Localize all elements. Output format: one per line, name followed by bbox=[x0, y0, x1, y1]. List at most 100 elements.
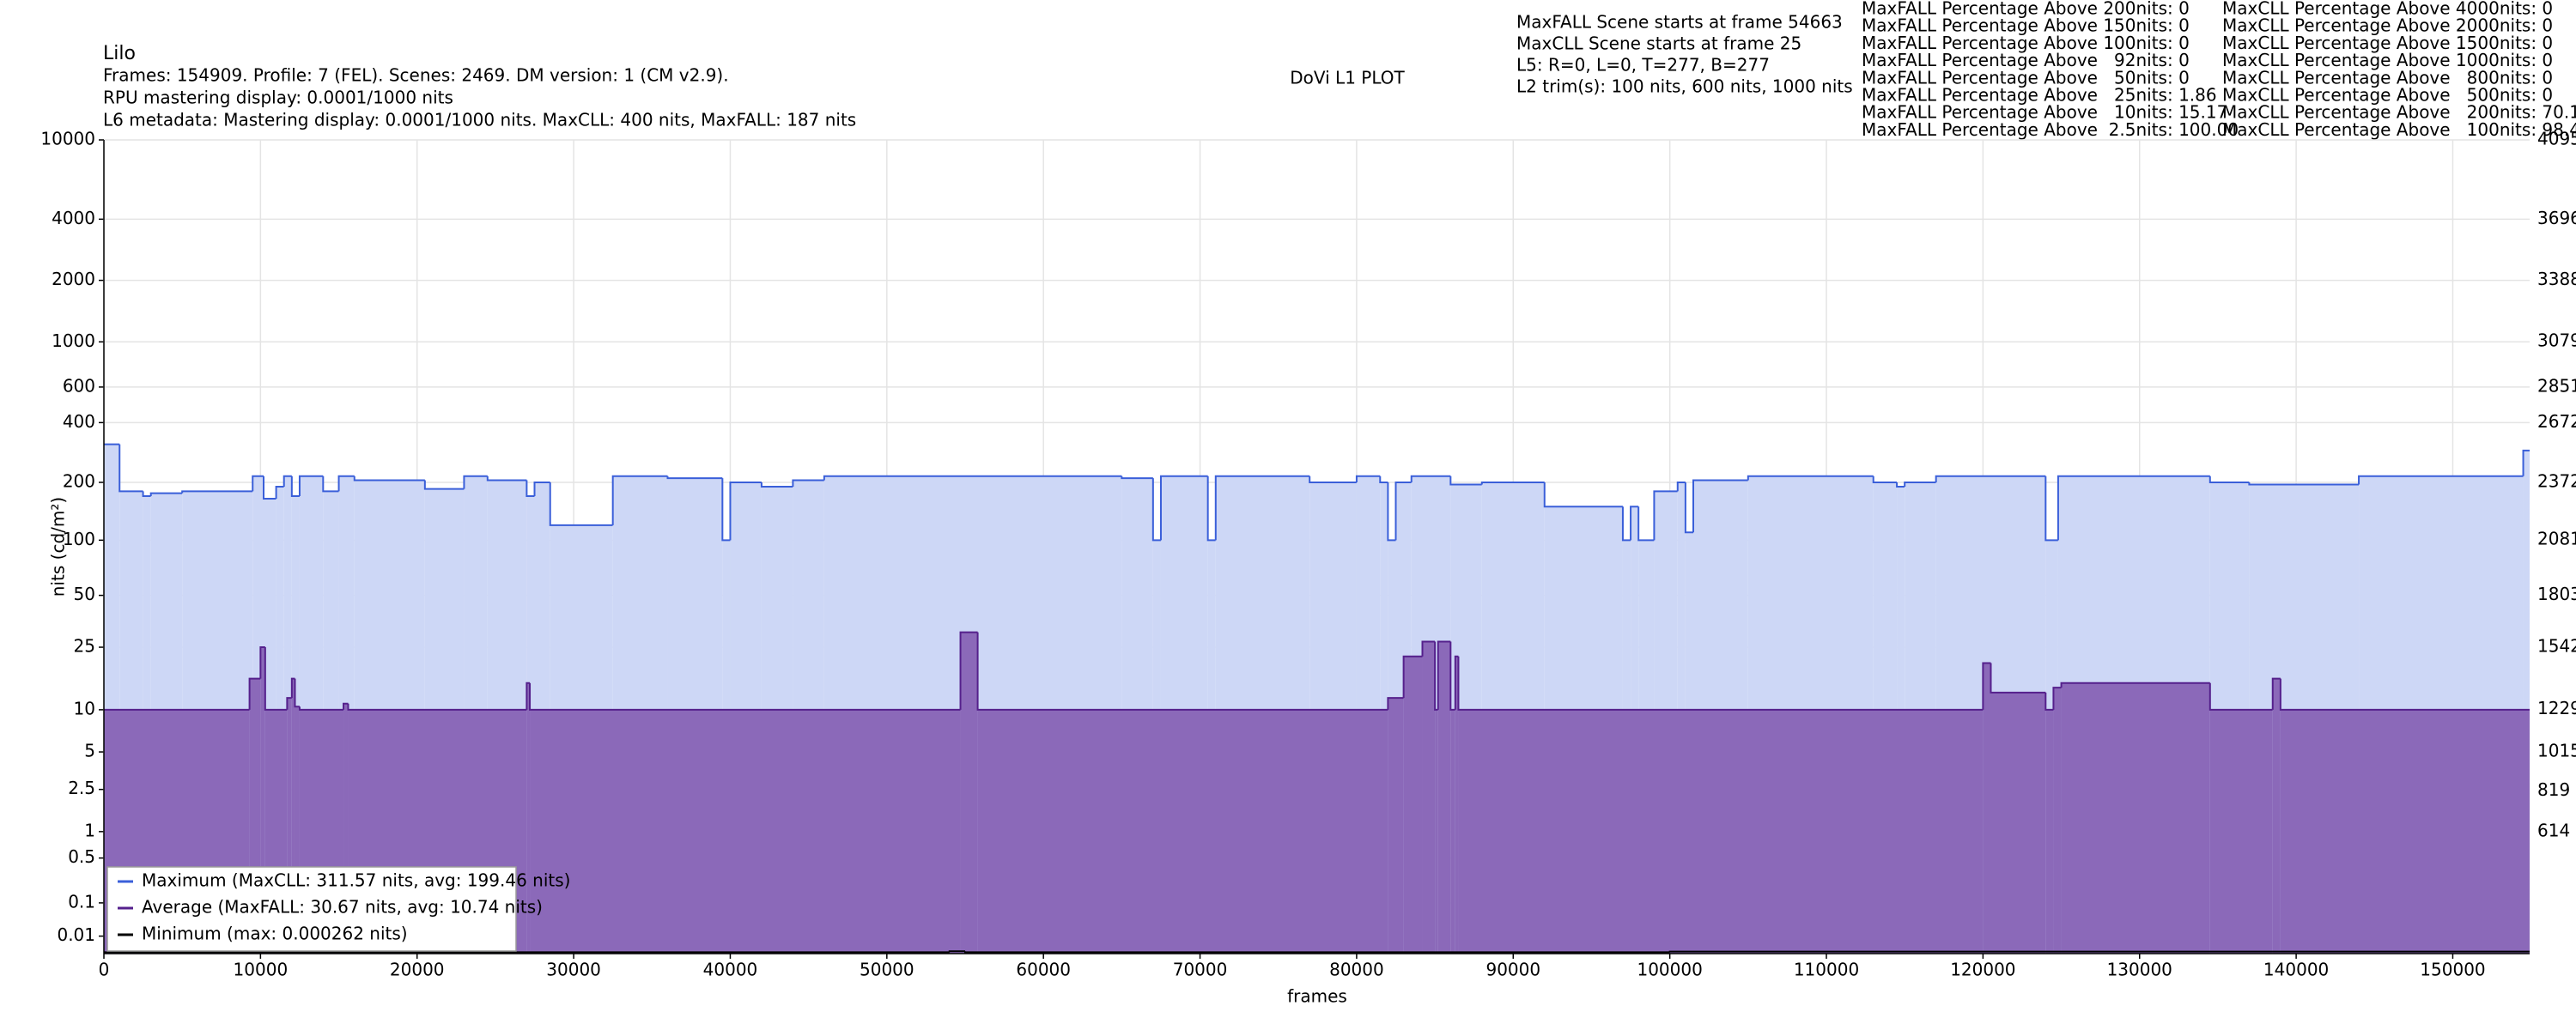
header-line: RPU mastering display: 0.0001/1000 nits bbox=[103, 88, 453, 108]
area-segment bbox=[2272, 678, 2281, 954]
maxcll-stat: MaxCLL Percentage Above 1000nits: 0 bbox=[2222, 50, 2553, 70]
y2-tick-label: 3696 bbox=[2537, 208, 2576, 228]
maxfall-stat: MaxFALL Percentage Above 10nits: 15.17 bbox=[1862, 102, 2227, 123]
y2-tick-label: 819 bbox=[2537, 779, 2570, 800]
y-tick-label: 50 bbox=[74, 584, 95, 604]
y2-tick-label: 2081 bbox=[2537, 529, 2576, 549]
area-segment bbox=[2523, 450, 2530, 954]
line-segment bbox=[760, 482, 793, 488]
y2-tick-label: 2672 bbox=[2537, 411, 2576, 432]
line-segment bbox=[1990, 663, 2046, 694]
line-segment bbox=[486, 476, 527, 482]
y-tick-label: 0.1 bbox=[68, 891, 95, 912]
area-segment bbox=[1458, 709, 1984, 954]
line-segment bbox=[337, 475, 355, 492]
x-axis-label: frames bbox=[1287, 986, 1347, 1007]
y2-tick-label: 1229 bbox=[2537, 698, 2576, 718]
line-segment bbox=[1637, 506, 1655, 542]
line-segment bbox=[298, 706, 344, 711]
x-tick-label: 150000 bbox=[2420, 960, 2485, 980]
line-segment bbox=[2057, 475, 2210, 541]
y-tick-label: 600 bbox=[63, 375, 95, 396]
line-segment bbox=[2279, 678, 2530, 711]
area-segment bbox=[1422, 641, 1436, 954]
line-segment bbox=[976, 632, 1388, 711]
x-tick-label: 130000 bbox=[2107, 960, 2172, 980]
y-tick-label: 10 bbox=[74, 698, 95, 718]
line-segment bbox=[2271, 677, 2281, 710]
y2-tick-label: 4095 bbox=[2537, 129, 2576, 149]
maxcll-stat: MaxCLL Percentage Above 800nits: 0 bbox=[2222, 67, 2553, 88]
area-segment bbox=[960, 632, 978, 954]
y-tick-label: 4000 bbox=[52, 208, 95, 228]
line-segment bbox=[322, 476, 339, 493]
area-segment bbox=[1990, 692, 2046, 954]
y2-tick-label: 614 bbox=[2537, 820, 2570, 840]
line-segment bbox=[2248, 482, 2360, 486]
y2-tick-label: 2851 bbox=[2537, 375, 2576, 396]
y-tick-label: 2000 bbox=[52, 269, 95, 289]
line-segment bbox=[1935, 475, 2046, 482]
line-segment bbox=[792, 479, 824, 488]
info-line: MaxFALL Scene starts at frame 54663 bbox=[1516, 12, 1843, 33]
header-line: Frames: 154909. Profile: 7 (FEL). Scenes… bbox=[103, 65, 729, 86]
line-segment bbox=[666, 476, 723, 480]
line-segment bbox=[1421, 640, 1436, 657]
line-segment bbox=[1151, 478, 1161, 542]
y-tick-label: 5 bbox=[84, 741, 95, 761]
line-segment bbox=[549, 482, 613, 526]
y-tick-label: 400 bbox=[63, 411, 95, 432]
line-segment bbox=[290, 476, 300, 498]
y-tick-label: 1000 bbox=[52, 330, 95, 351]
header-line: L6 metadata: Mastering display: 0.0001/1… bbox=[103, 110, 856, 130]
area-segment bbox=[2053, 688, 2062, 954]
line-segment bbox=[1982, 662, 1991, 710]
x-tick-label: 80000 bbox=[1329, 960, 1384, 980]
chart-title: DoVi L1 PLOT bbox=[1290, 68, 1405, 88]
area-segment bbox=[1455, 656, 1459, 954]
maxcll-stat: MaxCLL Percentage Above 100nits: 98.42 bbox=[2222, 119, 2576, 140]
y-tick-label: 100 bbox=[63, 529, 95, 549]
area-segment bbox=[2280, 709, 2530, 954]
line-segment bbox=[347, 703, 527, 711]
maxfall-stat: MaxFALL Percentage Above 92nits: 0 bbox=[1862, 50, 2190, 70]
line-segment bbox=[1543, 482, 1623, 508]
y2-tick-label: 2372 bbox=[2537, 470, 2576, 491]
line-segment bbox=[529, 682, 961, 711]
x-tick-label: 30000 bbox=[546, 960, 601, 980]
y2-tick-label: 1015 bbox=[2537, 741, 2576, 761]
line-segment bbox=[526, 480, 535, 498]
line-segment bbox=[275, 486, 284, 499]
y-tick-label: 25 bbox=[74, 636, 95, 657]
maxcll-stat: MaxCLL Percentage Above 4000nits: 0 bbox=[2222, 0, 2553, 19]
line-segment bbox=[248, 677, 261, 710]
line-segment bbox=[1457, 656, 1984, 711]
line-segment bbox=[1437, 640, 1451, 710]
line-segment bbox=[2358, 475, 2524, 485]
line-segment bbox=[353, 476, 425, 482]
x-tick-label: 20000 bbox=[390, 960, 445, 980]
line-segment bbox=[1214, 475, 1310, 541]
area-segment bbox=[295, 706, 300, 954]
line-segment bbox=[1621, 506, 1631, 542]
maxcll-stat: MaxCLL Percentage Above 500nits: 0 bbox=[2222, 85, 2553, 106]
line-segment bbox=[1449, 641, 1455, 711]
x-tick-label: 70000 bbox=[1173, 960, 1228, 980]
y2-tick-label: 3079 bbox=[2537, 330, 2576, 351]
line-segment bbox=[2060, 682, 2210, 688]
line-segment bbox=[1410, 475, 1451, 482]
info-line: MaxCLL Scene starts at frame 25 bbox=[1516, 33, 1801, 54]
line-segment bbox=[463, 475, 488, 489]
line-segment bbox=[1434, 641, 1438, 711]
line-segment bbox=[533, 481, 550, 497]
line-segment bbox=[1206, 476, 1216, 542]
line-segment bbox=[823, 475, 1122, 481]
info-line: L5: R=0, L=0, T=277, B=277 bbox=[1516, 55, 1770, 76]
y-tick-label: 2.5 bbox=[68, 778, 95, 798]
line-segment bbox=[286, 697, 292, 710]
area-segment bbox=[260, 647, 265, 954]
line-segment bbox=[1449, 476, 1482, 486]
y-axis-label: nits (cd/m²) bbox=[48, 497, 69, 597]
area-segment bbox=[1403, 656, 1423, 954]
